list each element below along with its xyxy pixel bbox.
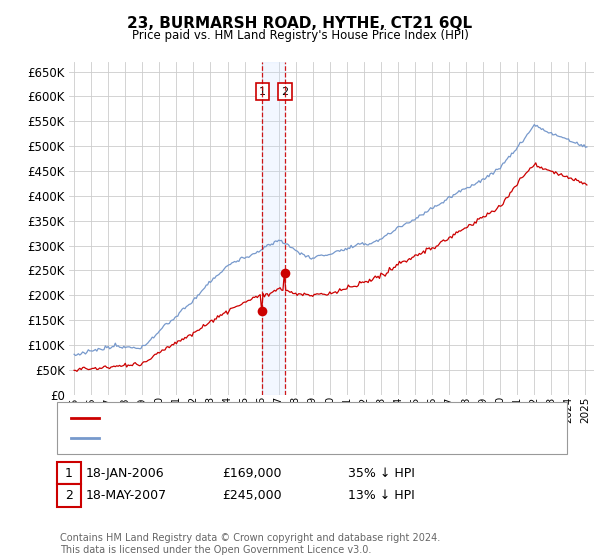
Text: HPI: Average price, detached house, Folkestone and Hythe: HPI: Average price, detached house, Folk… [103, 433, 431, 443]
Text: 23, BURMARSH ROAD, HYTHE, CT21 6QL: 23, BURMARSH ROAD, HYTHE, CT21 6QL [127, 16, 473, 31]
Text: Contains HM Land Registry data © Crown copyright and database right 2024.
This d: Contains HM Land Registry data © Crown c… [60, 533, 440, 555]
Text: 35% ↓ HPI: 35% ↓ HPI [348, 466, 415, 480]
Bar [262, 62, 285, 395]
Text: £245,000: £245,000 [222, 489, 281, 502]
Text: 18-JAN-2006: 18-JAN-2006 [85, 466, 164, 480]
Text: Price paid vs. HM Land Registry's House Price Index (HPI): Price paid vs. HM Land Registry's House … [131, 29, 469, 42]
Text: £169,000: £169,000 [222, 466, 281, 480]
Text: 2: 2 [281, 87, 289, 96]
Text: 1: 1 [259, 87, 266, 96]
Text: 2: 2 [65, 489, 73, 502]
Text: 13% ↓ HPI: 13% ↓ HPI [348, 489, 415, 502]
Text: 1: 1 [65, 466, 73, 480]
Text: 23, BURMARSH ROAD, HYTHE, CT21 6QL (detached house): 23, BURMARSH ROAD, HYTHE, CT21 6QL (deta… [103, 413, 431, 423]
Text: 18-MAY-2007: 18-MAY-2007 [85, 489, 166, 502]
